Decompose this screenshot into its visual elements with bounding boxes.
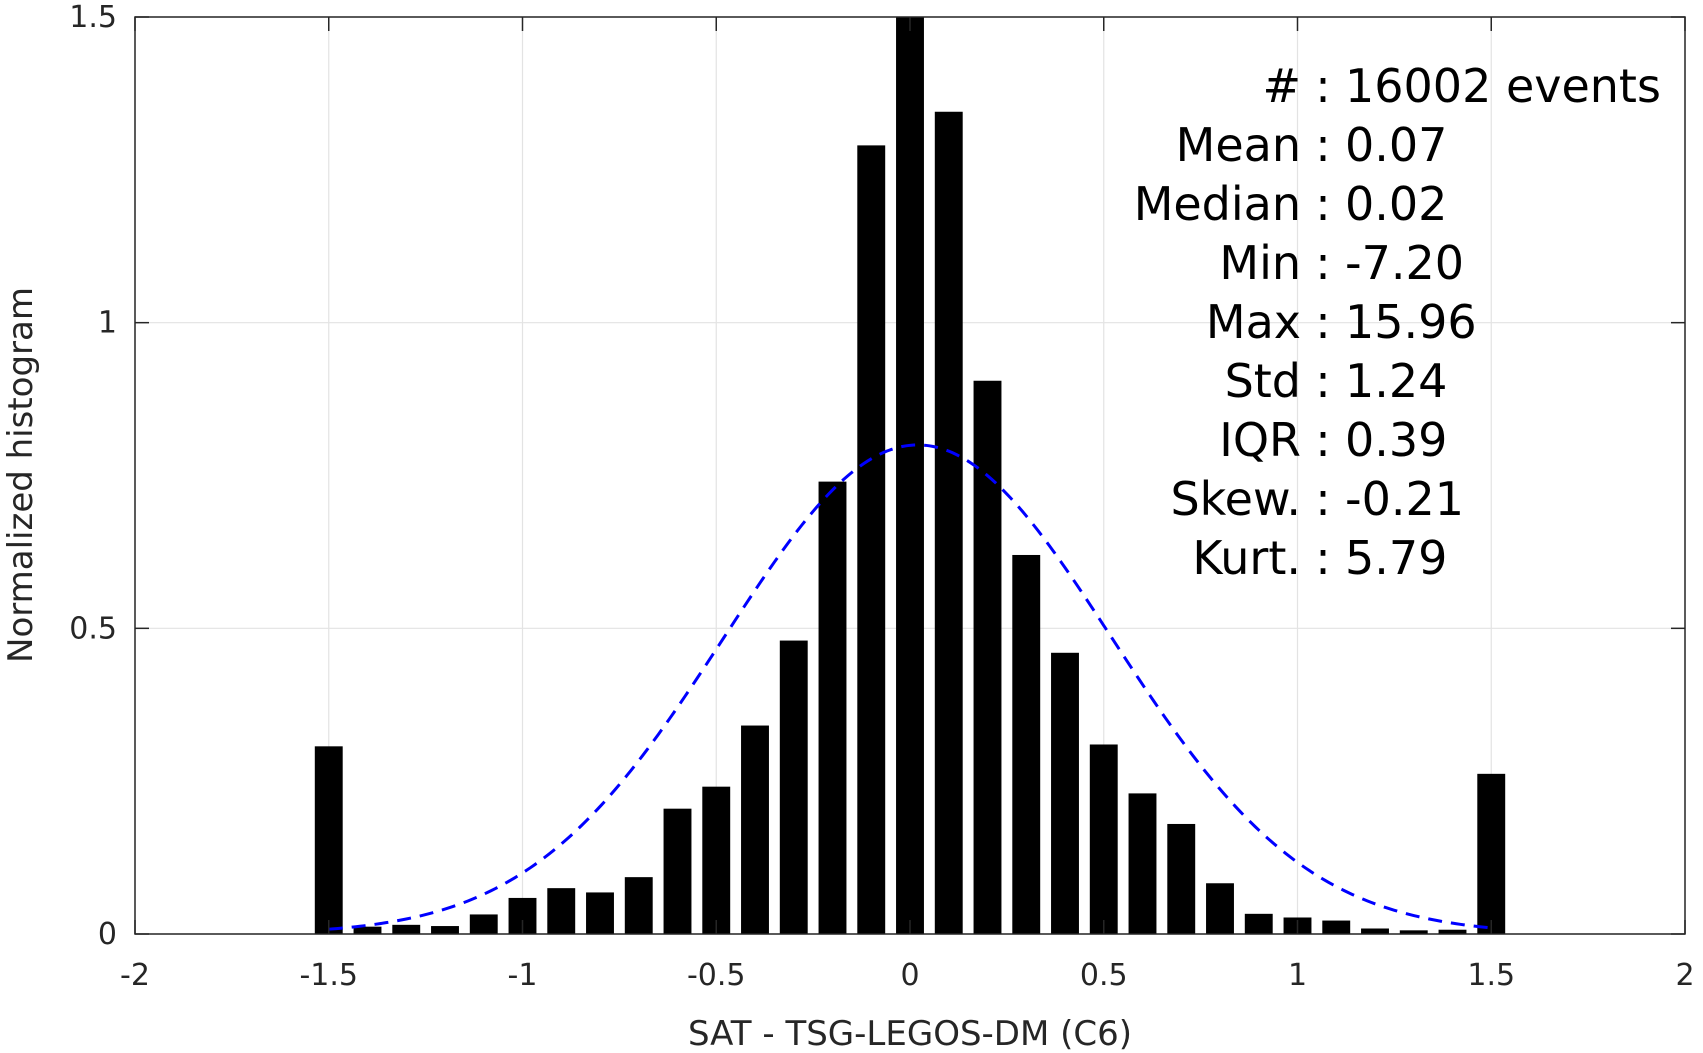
stat-value: 5.79: [1345, 531, 1447, 585]
stat-row: Max:15.96: [1206, 295, 1477, 349]
x-tick-label: 0: [900, 958, 919, 993]
y-tick-label: 0.5: [69, 611, 117, 646]
x-tick-label: 1: [1288, 958, 1307, 993]
histogram-bar: [314, 746, 343, 934]
stat-row: IQR:0.39: [1219, 413, 1447, 467]
stat-separator: :: [1315, 236, 1331, 290]
histogram-bar: [1089, 744, 1118, 934]
axis-ticks: [134, 16, 1686, 935]
normal-fit-curve: [328, 443, 1492, 931]
stat-row: Skew.: -0.21: [1170, 472, 1464, 526]
y-tick-labels: 0 0.5 1 1.5: [69, 0, 117, 952]
y-tick-label: 1: [98, 306, 117, 341]
x-tick-label: -2: [120, 958, 150, 993]
histogram-bar: [1206, 883, 1234, 934]
histogram-bar: [663, 808, 692, 934]
y-tick-label: 0: [98, 917, 117, 952]
histogram-bar: [741, 725, 769, 934]
x-tick-label: -0.5: [687, 958, 746, 993]
x-tick-label: -1.5: [299, 958, 358, 993]
histogram-bars: [314, 17, 1506, 935]
histogram-bar: [779, 640, 808, 934]
histogram-bar: [1477, 773, 1506, 934]
histogram-bar: [1322, 920, 1351, 934]
histogram-bar: [1128, 793, 1157, 934]
stat-value: 1.24: [1345, 354, 1447, 408]
stat-value: 16002 events: [1345, 59, 1661, 113]
x-tick-label: 2: [1675, 958, 1694, 993]
stat-separator: :: [1315, 413, 1331, 467]
stat-label: Skew.: [1170, 472, 1301, 526]
stat-row: Median:0.02: [1134, 177, 1448, 231]
histogram-bar: [973, 380, 1002, 934]
stat-value: 0.07: [1345, 118, 1447, 172]
histogram-bar: [469, 914, 498, 934]
stat-separator: :: [1315, 295, 1331, 349]
x-tick-label: 1.5: [1467, 958, 1515, 993]
y-tick-label: 1.5: [69, 0, 117, 35]
histogram-bar: [818, 481, 847, 934]
stat-value: -0.21: [1345, 472, 1464, 526]
stat-separator: :: [1315, 177, 1331, 231]
stat-label: Kurt.: [1192, 531, 1301, 585]
histogram-bar: [934, 111, 963, 935]
stat-row: Mean:0.07: [1176, 118, 1448, 172]
histogram-bar: [1167, 823, 1196, 934]
histogram-bar: [896, 17, 924, 934]
histogram-bar: [702, 786, 731, 934]
x-axis-title: SAT - TSG-LEGOS-DM (C6): [688, 1014, 1132, 1053]
stat-separator: :: [1315, 118, 1331, 172]
histogram-bar: [857, 145, 886, 934]
stat-label: #: [1262, 59, 1301, 113]
x-tick-labels: -2 -1.5 -1 -0.5 0 0.5 1 1.5 2: [120, 958, 1695, 993]
stat-value: 0.39: [1345, 413, 1447, 467]
histogram-bar: [547, 888, 576, 934]
histogram-bar: [392, 924, 421, 934]
stat-label: Std: [1225, 354, 1301, 408]
histogram-bar: [353, 926, 382, 934]
histogram-bar: [624, 877, 653, 934]
histogram-bar: [1361, 928, 1389, 934]
stat-label: Min: [1219, 236, 1301, 290]
stat-row: #:16002 events: [1262, 59, 1660, 113]
stat-label: Mean: [1176, 118, 1301, 172]
stat-value: 0.02: [1345, 177, 1447, 231]
histogram-bar: [1012, 554, 1041, 934]
histogram-bar: [1399, 930, 1428, 934]
stat-separator: :: [1315, 354, 1331, 408]
x-tick-label: -1: [508, 958, 538, 993]
y-axis-title: Normalized histogram: [1, 287, 41, 663]
histogram-bar: [1438, 929, 1467, 934]
stat-separator: :: [1315, 531, 1331, 585]
stat-label: IQR: [1219, 413, 1301, 467]
histogram-bar: [1051, 652, 1079, 934]
histogram-bar: [586, 892, 614, 934]
stat-separator: :: [1315, 59, 1331, 113]
stat-value: 15.96: [1345, 295, 1477, 349]
stat-row: Min: -7.20: [1219, 236, 1464, 290]
histogram-bar: [1244, 913, 1273, 934]
stat-value: -7.20: [1345, 236, 1464, 290]
stat-row: Kurt.:5.79: [1192, 531, 1447, 585]
histogram-bar: [431, 926, 459, 934]
stat-separator: :: [1315, 472, 1331, 526]
stat-label: Max: [1206, 295, 1301, 349]
x-tick-label: 0.5: [1080, 958, 1128, 993]
stat-row: Std:1.24: [1225, 354, 1448, 408]
stat-label: Median: [1134, 177, 1301, 231]
